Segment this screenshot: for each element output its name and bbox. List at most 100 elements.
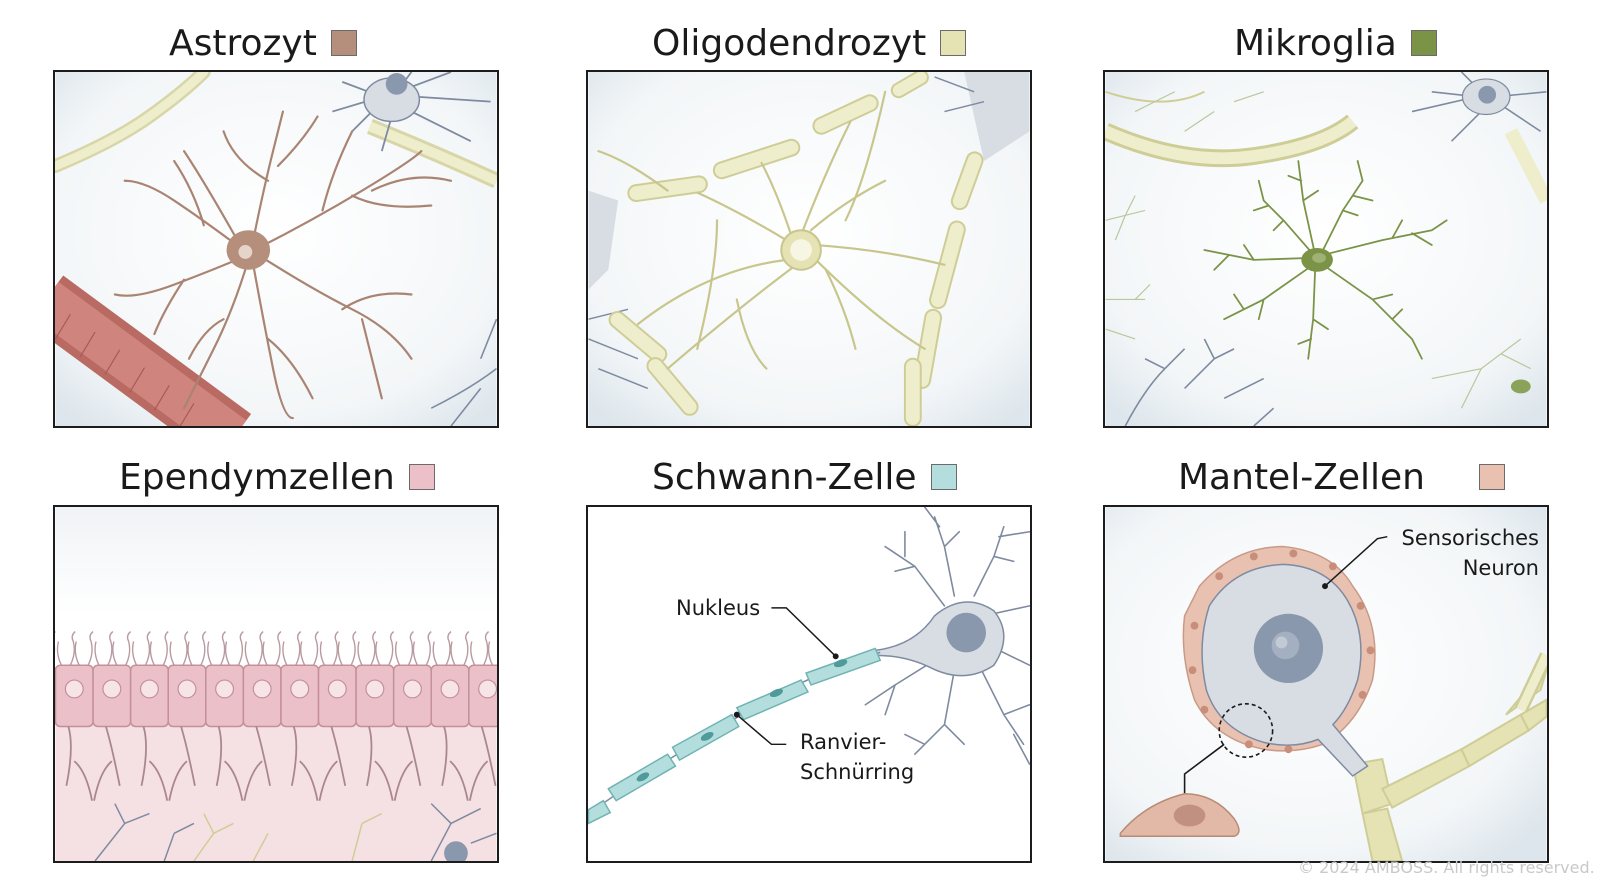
label-sensorisch-line2: Neuron: [1462, 556, 1539, 580]
cilium: [162, 631, 169, 666]
cilium: [487, 641, 494, 666]
ependym-nucleus: [365, 679, 385, 699]
cilium: [125, 631, 132, 666]
label-sensorisches-neuron: Sensorisches Neuron: [1402, 523, 1539, 583]
cilium: [200, 631, 207, 666]
cilium: [207, 641, 213, 666]
cilium: [388, 631, 395, 666]
panel-mikroglia: [1103, 70, 1549, 428]
ependym-cell-row: [55, 631, 497, 801]
cilium: [375, 641, 381, 666]
copyright-text: © 2024 AMBOSS. All rights reserved.: [1298, 858, 1595, 877]
cilium: [262, 641, 268, 666]
cilium: [394, 641, 401, 666]
cilium: [337, 641, 343, 666]
cilium: [357, 641, 363, 666]
ependym-nucleus: [139, 679, 159, 699]
astrozyt-illustration: [55, 72, 497, 426]
cilium: [56, 641, 63, 666]
panel-schwann: Nukleus Ranvier- Schnürring: [586, 505, 1032, 863]
cilium: [187, 641, 193, 666]
swatch-oligodendrozyt: [940, 30, 967, 56]
cilium: [483, 631, 490, 666]
title-astrozyt: Astrozyt: [169, 21, 357, 65]
cilium: [149, 641, 155, 666]
cilium: [300, 641, 306, 666]
panel-mantel: Sensorisches Neuron: [1103, 505, 1549, 863]
cilium: [432, 641, 438, 666]
cilium: [350, 631, 357, 666]
astrozyt-processes: [113, 110, 453, 420]
swatch-ependymzellen: [408, 464, 435, 490]
oligodendrozyt-processes: [597, 90, 946, 370]
cilium: [425, 631, 432, 666]
title-schwann: Schwann-Zelle: [652, 455, 957, 499]
myelin-sheaths: [608, 72, 984, 426]
ependym-nucleus: [290, 679, 310, 699]
cilium: [244, 641, 250, 666]
ependym-basal-process: [243, 726, 271, 801]
title-mantel-text: Mantel-Zellen: [1178, 456, 1425, 498]
ependym-nucleus: [478, 679, 497, 699]
ependym-nucleus: [215, 679, 235, 699]
ependym-basal-process: [393, 726, 422, 801]
mikroglia-processes: [1203, 160, 1448, 360]
ependym-basal-process: [468, 726, 497, 801]
cilium: [282, 641, 288, 666]
cilium: [257, 631, 264, 666]
cilium: [107, 631, 114, 666]
label-ranvier-line2: Schnürring: [800, 760, 915, 784]
panel-ependymzellen: [53, 505, 499, 863]
cilium: [169, 641, 175, 666]
leader-sensorisch: [1324, 535, 1388, 587]
ependym-basal-process: [290, 726, 319, 801]
ependym-basal-process: [441, 726, 469, 801]
cilium: [312, 631, 319, 666]
ependym-nucleus: [102, 679, 122, 699]
label-ranvier-line1: Ranvier-: [800, 730, 887, 754]
neuron-dendrites: [864, 507, 1030, 765]
title-schwann-text: Schwann-Zelle: [652, 456, 917, 498]
schwann-illustration: [588, 507, 1030, 861]
cilium: [112, 641, 118, 666]
title-ependymzellen-text: Ependymzellen: [119, 456, 395, 498]
cilium: [220, 631, 227, 666]
ependym-basal-process: [93, 726, 121, 801]
cilium: [450, 641, 456, 666]
ependym-nucleus: [440, 679, 460, 699]
cilium: [74, 641, 80, 666]
title-astrozyt-text: Astrozyt: [169, 22, 317, 64]
title-oligodendrozyt-text: Oligodendrozyt: [652, 22, 927, 64]
label-ranvier: Ranvier- Schnürring: [800, 727, 914, 787]
ependym-nucleus: [252, 679, 272, 699]
title-ependymzellen: Ependymzellen: [119, 455, 435, 499]
magnifier-circle: [1218, 702, 1274, 758]
ependym-basal-process: [140, 726, 169, 801]
neuron-nucleus: [946, 612, 986, 653]
cilium: [445, 631, 452, 666]
cilium: [237, 631, 244, 666]
ependymzellen-illustration: [55, 507, 497, 861]
title-mikroglia-text: Mikroglia: [1234, 22, 1397, 64]
cilium: [370, 631, 377, 666]
leader-ranvier: [736, 714, 787, 746]
cilium: [144, 631, 151, 666]
cilium: [69, 631, 76, 666]
cilium: [94, 641, 100, 666]
panel-oligodendrozyt: [586, 70, 1032, 428]
title-mikroglia: Mikroglia: [1234, 21, 1437, 65]
cilium: [412, 641, 419, 666]
cilium: [295, 631, 302, 666]
ependym-basal-process: [168, 726, 196, 801]
cilium: [407, 631, 414, 666]
leader-nukleus: [771, 607, 837, 657]
oligodendrozyt-illustration: [588, 72, 1030, 426]
cilium: [470, 641, 476, 666]
ependym-basal-process: [65, 726, 93, 801]
ependym-nucleus: [327, 679, 347, 699]
label-sensorisch-line1: Sensorisches: [1401, 526, 1539, 550]
cilium: [463, 631, 470, 666]
cilium: [182, 631, 189, 666]
title-oligodendrozyt: Oligodendrozyt: [652, 21, 967, 65]
cilium: [87, 631, 94, 666]
